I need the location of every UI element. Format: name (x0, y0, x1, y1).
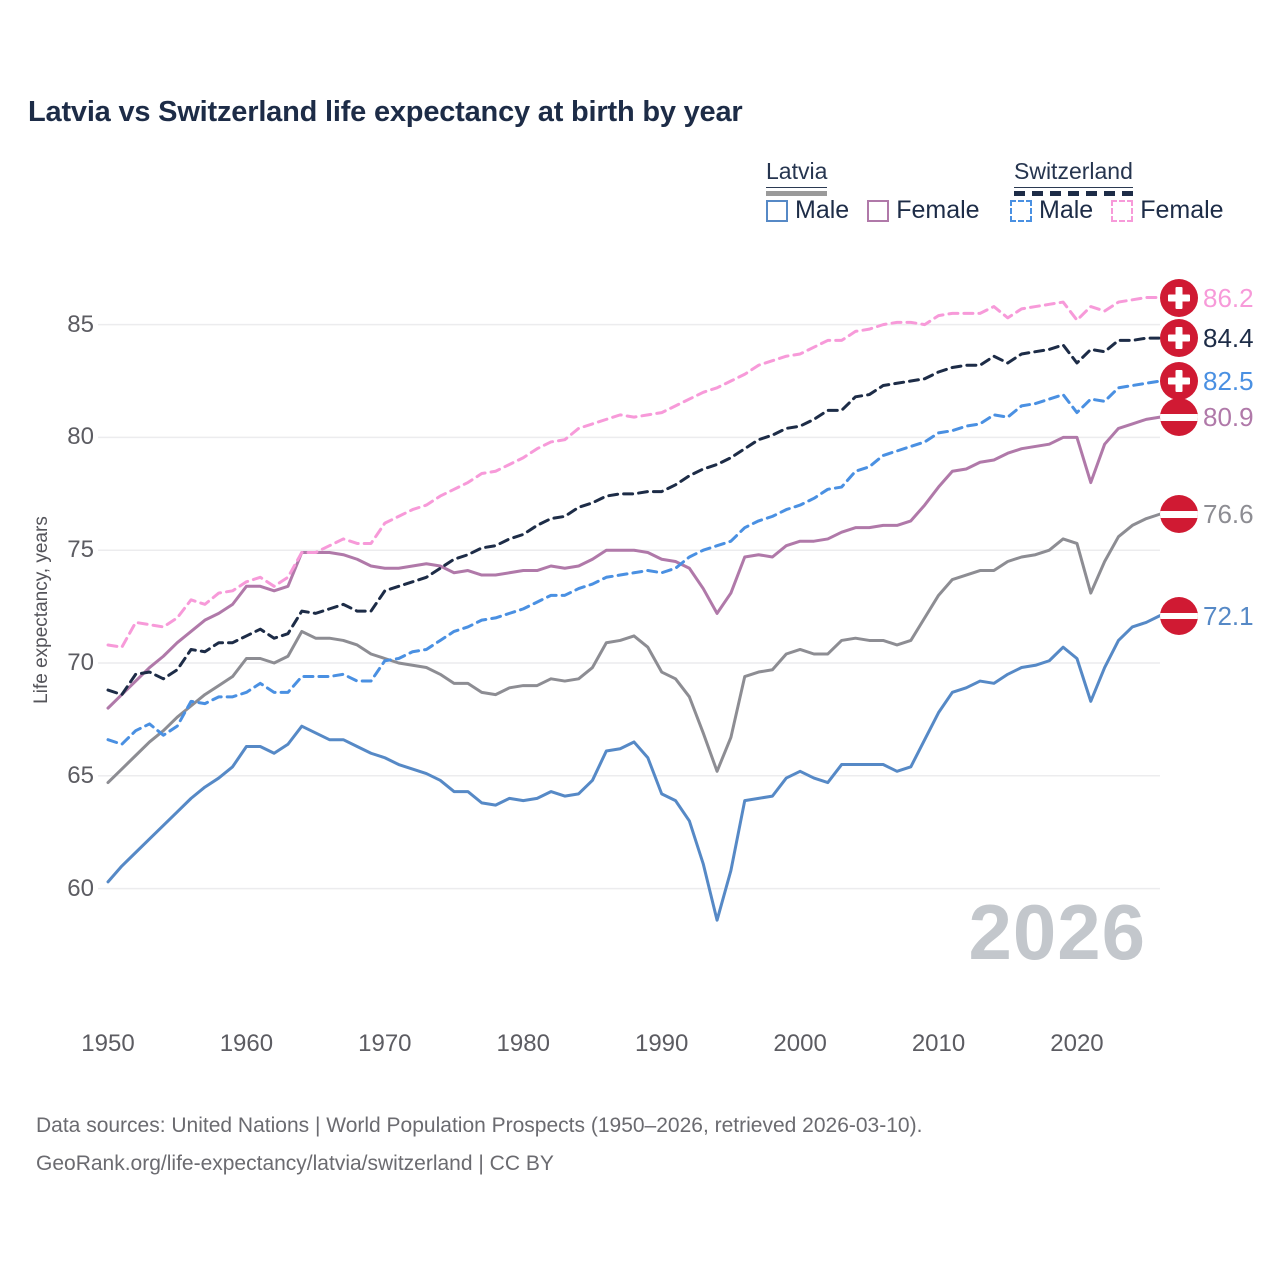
y-axis-tick: 65 (67, 761, 94, 789)
legend-items-switzerland: Male Female (1010, 198, 1224, 223)
end-label: 72.1 (1160, 596, 1254, 635)
series-line-switzerland-male (106, 379, 1162, 746)
legend-label-switzerland-female: Female (1140, 196, 1224, 224)
series-line-switzerland-female (106, 296, 1162, 649)
x-axis-tick: 1950 (81, 1030, 135, 1057)
series-line-latvia-male (106, 614, 1162, 922)
legend-item-latvia-male[interactable]: Male (766, 198, 849, 223)
footer: Data sources: United Nations | World Pop… (36, 1107, 1246, 1183)
legend-label-latvia-female: Female (896, 196, 980, 224)
series-line-switzerland-both (106, 336, 1162, 697)
plot-area: Life expectancy, years 2026 60 65 70 75 80 85… (31, 275, 1162, 1057)
legend-label-switzerland-male: Male (1039, 196, 1094, 224)
y-axis-tick: 75 (67, 536, 94, 564)
end-label-value: 84.4 (1203, 323, 1254, 354)
footer-data-sources: Data sources: United Nations | World Pop… (36, 1114, 923, 1137)
page-title: Latvia vs Switzerland life expectancy at… (28, 96, 743, 128)
x-axis-tick: 1990 (634, 1030, 689, 1057)
x-axis-tick: 1960 (219, 1030, 274, 1057)
end-label: 76.6 (1160, 495, 1254, 534)
x-axis-tick: 2010 (911, 1030, 966, 1057)
end-label-value: 72.1 (1203, 600, 1254, 631)
latvia-flag-icon (1160, 495, 1198, 534)
end-label: 86.2 (1160, 278, 1254, 317)
legend-group-latvia: Latvia (766, 158, 828, 196)
legend-swatch-icon-latvia-male (766, 199, 788, 222)
series-line-latvia-both (106, 512, 1162, 785)
legend-swatch-icon-switzerland-male (1010, 199, 1032, 222)
end-label-value: 76.6 (1203, 499, 1254, 530)
series-end-labels: 86.2 84.4 82.5 80.9 76.6 72.1 (1160, 275, 1280, 945)
footer-attribution: GeoRank.org/life-expectancy/latvia/switz… (36, 1152, 554, 1175)
legend-switzerland-style-rule (1014, 191, 1133, 196)
legend-item-switzerland-male[interactable]: Male (1010, 198, 1093, 223)
legend-group-latvia-label: Latvia (766, 158, 828, 188)
legend-group-switzerland: Switzerland (1014, 158, 1133, 196)
chart-canvas (98, 296, 1162, 922)
latvia-flag-icon (1160, 596, 1198, 635)
legend-item-latvia-female[interactable]: Female (867, 196, 980, 224)
end-label-value: 82.5 (1203, 366, 1254, 397)
chart-legend: Latvia Switzerland Male Female Male (752, 158, 1252, 244)
legend-swatch-icon-switzerland-female (1111, 199, 1134, 222)
latvia-flag-icon (1160, 398, 1198, 437)
x-axis-tick: 1970 (358, 1030, 412, 1057)
x-axis-tick: 1980 (496, 1030, 550, 1057)
year-watermark: 2026 (968, 888, 1146, 976)
switzerland-flag-icon (1160, 362, 1198, 401)
switzerland-flag-icon (1160, 278, 1198, 317)
y-axis-tick: 85 (67, 310, 94, 338)
end-label-value: 80.9 (1203, 402, 1254, 433)
series-line-latvia-female (106, 415, 1162, 710)
y-axis-tick: 60 (67, 874, 94, 902)
y-axis-tick: 70 (67, 649, 94, 676)
legend-items-latvia: Male Female (766, 198, 980, 223)
end-label: 82.5 (1160, 362, 1254, 401)
legend-group-switzerland-label: Switzerland (1014, 158, 1133, 188)
legend-label-latvia-male: Male (795, 196, 850, 224)
legend-latvia-style-rule (766, 191, 828, 196)
switzerland-flag-icon (1160, 319, 1198, 358)
y-axis-tick: 80 (67, 423, 94, 451)
x-axis-tick: 2020 (1050, 1030, 1104, 1057)
legend-swatch-icon-latvia-female (867, 199, 890, 222)
legend-item-switzerland-female[interactable]: Female (1111, 196, 1224, 224)
end-label: 84.4 (1160, 319, 1254, 358)
end-label: 80.9 (1160, 398, 1254, 437)
end-label-value: 86.2 (1203, 282, 1254, 313)
x-axis-tick: 2000 (773, 1030, 827, 1057)
